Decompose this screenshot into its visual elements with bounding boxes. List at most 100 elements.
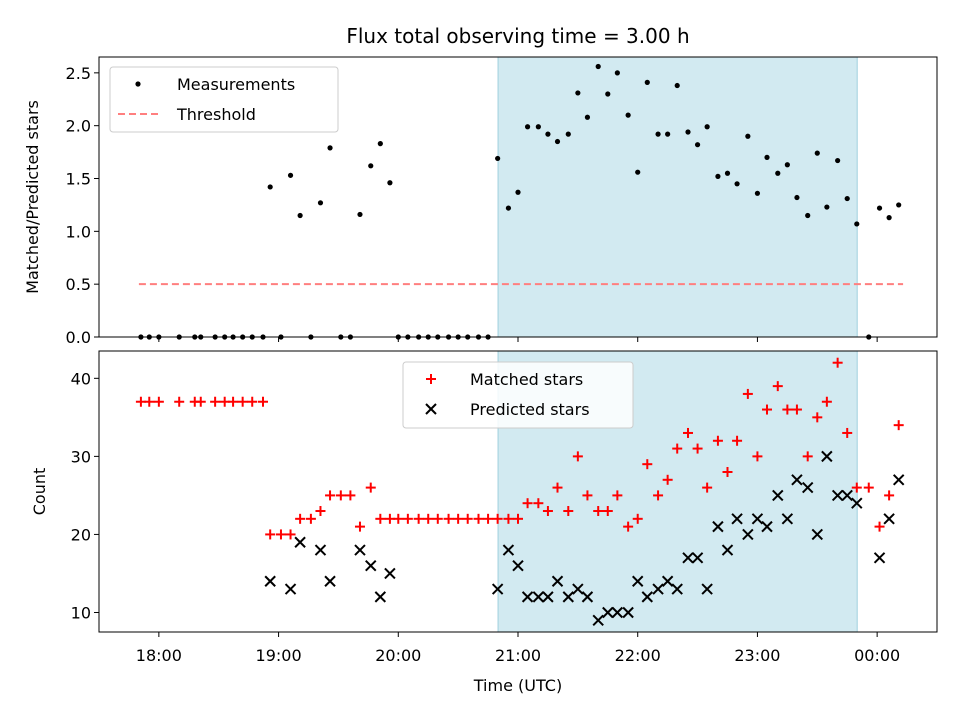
data-point: [632, 513, 643, 524]
data-point: [742, 528, 754, 541]
data-point-b: [542, 591, 554, 603]
data-point: [854, 221, 860, 227]
data-point: [495, 155, 501, 162]
y-tick-label: 1.5: [66, 170, 91, 189]
legend-marker-x: [425, 403, 437, 415]
data-point: [824, 204, 830, 210]
data-point: [602, 606, 614, 619]
data-point: [315, 506, 326, 517]
chart-title: Flux total observing time = 3.00 h: [346, 24, 689, 48]
data-point: [863, 482, 874, 493]
data-point-b: [761, 520, 773, 533]
data-point-b: [581, 591, 594, 603]
data-point-b: [592, 614, 604, 626]
data-point-b: [502, 544, 515, 556]
data-point-b: [641, 591, 653, 603]
data-point: [605, 91, 611, 97]
data-point: [345, 490, 356, 501]
data-point: [545, 131, 551, 137]
data-point-b: [622, 606, 634, 619]
data-point: [135, 396, 146, 407]
data-point-b: [772, 489, 784, 502]
data-point: [522, 498, 533, 509]
data-point: [542, 591, 554, 603]
data-point: [294, 536, 306, 548]
data-point: [593, 506, 604, 517]
data-point: [653, 490, 664, 501]
x-tick-label: 19:00: [256, 646, 302, 665]
data-point: [551, 575, 564, 587]
data-point: [802, 451, 813, 462]
data-point: [505, 205, 512, 211]
data-point: [814, 150, 820, 156]
data-point: [625, 112, 631, 118]
data-point-b: [712, 520, 724, 533]
data-point: [563, 506, 574, 517]
data-point: [791, 474, 803, 486]
data-point-b: [791, 474, 803, 486]
data-point: [712, 520, 724, 533]
legend: Matched stars Predicted stars: [402, 361, 634, 429]
data-point-b: [572, 583, 584, 595]
data-point: [661, 575, 674, 587]
data-point: [575, 90, 581, 96]
data-point-b: [294, 536, 306, 548]
data-point: [515, 189, 521, 195]
data-point: [572, 451, 583, 462]
data-point: [873, 552, 886, 564]
y-tick-label: 10: [71, 603, 91, 622]
data-point-b: [491, 583, 504, 595]
data-point: [764, 154, 770, 160]
data-point-b: [682, 552, 694, 564]
data-point: [285, 529, 296, 540]
x-tick-label: 21:00: [495, 646, 541, 665]
data-point: [582, 490, 593, 501]
y-tick-label: 1.0: [66, 222, 91, 241]
data-point: [611, 606, 624, 619]
data-point: [702, 482, 713, 493]
data-point: [393, 513, 404, 524]
data-point: [258, 396, 269, 407]
data-point: [275, 529, 286, 540]
data-point: [432, 513, 443, 524]
data-point-b: [671, 583, 683, 595]
data-point-b: [883, 513, 895, 525]
data-point-b: [652, 583, 664, 595]
data-point: [772, 381, 783, 392]
data-point: [562, 591, 574, 603]
data-point: [502, 544, 515, 556]
data-point: [533, 498, 544, 509]
data-point: [174, 396, 185, 407]
data-point-b: [811, 528, 823, 541]
top-panel-flux-ratio: 0.0 0.5 1.0 1.5 2.0 2.5 Flux total observing t…: [23, 24, 938, 347]
data-point: [884, 490, 895, 501]
data-point: [832, 357, 843, 368]
data-point: [237, 396, 248, 407]
data-point-b: [384, 567, 396, 580]
data-point: [247, 396, 258, 407]
data-point: [821, 450, 833, 463]
data-point: [317, 200, 324, 206]
data-point: [802, 481, 814, 494]
data-point: [423, 513, 434, 524]
data-point: [483, 513, 494, 524]
data-point: [552, 482, 563, 493]
data-point-b: [324, 575, 336, 587]
data-point: [565, 131, 571, 137]
data-point: [554, 138, 561, 145]
data-point: [512, 559, 524, 572]
highlight-span: [497, 56, 858, 338]
data-point-b: [731, 513, 743, 525]
data-point: [513, 513, 523, 524]
data-point-b: [512, 559, 524, 572]
data-point-b: [751, 513, 764, 525]
data-point-b: [742, 528, 754, 541]
data-point: [365, 559, 377, 572]
data-point-b: [521, 591, 534, 603]
data-point: [721, 544, 734, 556]
data-point: [874, 521, 885, 532]
data-point: [377, 141, 383, 147]
data-point: [762, 404, 773, 415]
data-point: [295, 513, 306, 524]
